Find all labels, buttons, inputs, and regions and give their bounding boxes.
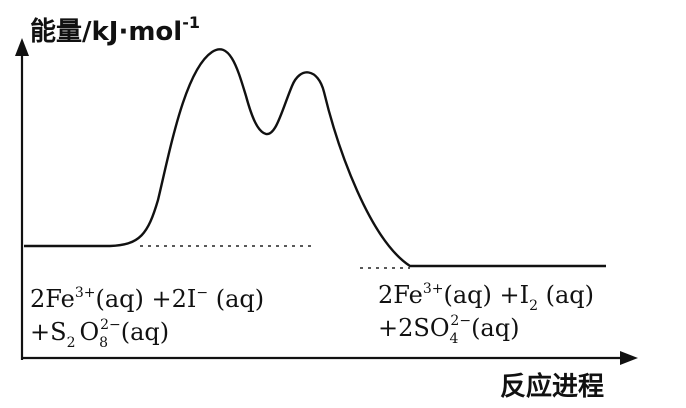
x-axis-arrow [620, 351, 638, 365]
y-axis-arrow [15, 38, 29, 56]
products-label-line1: 2Fe3+(aq) +I2 (aq) [378, 281, 594, 314]
x-axis-label: 反应进程 [500, 371, 604, 402]
y-axis-label: 能量/kJ·mol-1 [30, 13, 200, 47]
products-label-line2: +2SO42−(aq) [378, 313, 519, 347]
reactants-label-line1: 2Fe3+(aq) +2I− (aq) [30, 285, 264, 313]
energy-curve [24, 48, 606, 268]
reactants-label-line2: +S2 O82−(aq) [30, 317, 169, 351]
